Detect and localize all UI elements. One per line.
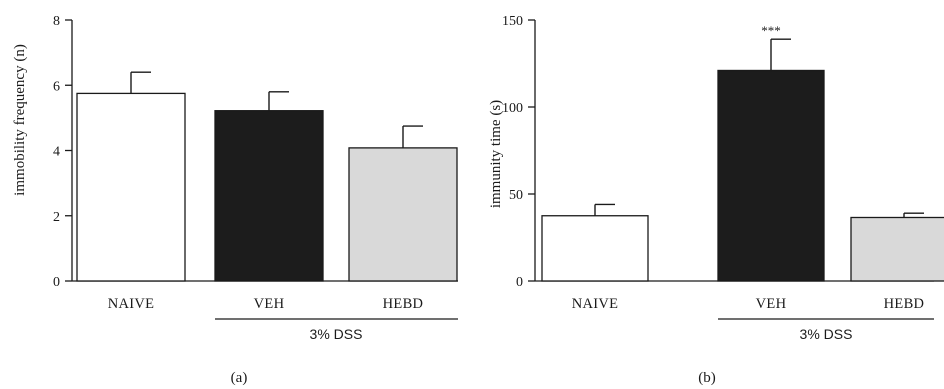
y-tick-label: 8 <box>53 14 60 29</box>
error-bars <box>130 71 423 148</box>
significance-labels: *** <box>761 23 781 38</box>
x-tick-label: NAIVE <box>108 296 155 312</box>
y-tick-label: 50 <box>509 188 523 203</box>
bar-veh <box>214 110 324 282</box>
y-ticks: 0 50 100 150 <box>502 14 535 290</box>
panel-label: (a) <box>231 370 248 386</box>
x-tick-labels: NAIVE VEH HEBD <box>572 296 925 312</box>
y-tick-label: 2 <box>53 210 60 225</box>
bar-naive <box>76 92 186 282</box>
bar-naive <box>541 215 649 282</box>
chart-panel-b: immunity time (s) 0 50 100 150 NAIVE VEH HEBD… <box>488 14 944 386</box>
y-tick-label: 150 <box>502 14 523 29</box>
x-tick-label: HEBD <box>383 296 424 312</box>
y-tick-label: 4 <box>53 145 60 160</box>
bars <box>76 92 458 282</box>
y-ticks: 0 2 4 6 8 <box>53 14 72 290</box>
significance-label: *** <box>761 23 781 38</box>
y-tick-label: 0 <box>516 275 523 290</box>
y-axis-label: immobility frequency (n) <box>12 44 28 196</box>
x-tick-labels: NAIVE VEH HEBD <box>108 296 424 312</box>
y-tick-label: 0 <box>53 275 60 290</box>
bar-veh <box>717 69 825 282</box>
bars <box>541 69 944 282</box>
x-tick-label: HEBD <box>884 296 925 312</box>
y-tick-label: 6 <box>53 79 60 94</box>
group-label: 3% DSS <box>800 326 853 342</box>
panel-label: (b) <box>698 370 716 386</box>
y-tick-label: 100 <box>502 101 523 116</box>
error-bars <box>594 38 924 218</box>
y-axis-label: immunity time (s) <box>488 100 504 208</box>
chart-panel-a: immobility frequency (n) 0 2 4 6 8 NAIVE VEH H… <box>12 14 458 386</box>
bar-hebd <box>348 147 458 282</box>
group-label: 3% DSS <box>310 326 363 342</box>
bar-hebd <box>850 216 944 282</box>
x-tick-label: NAIVE <box>572 296 619 312</box>
x-tick-label: VEH <box>756 296 787 312</box>
x-tick-label: VEH <box>254 296 285 312</box>
